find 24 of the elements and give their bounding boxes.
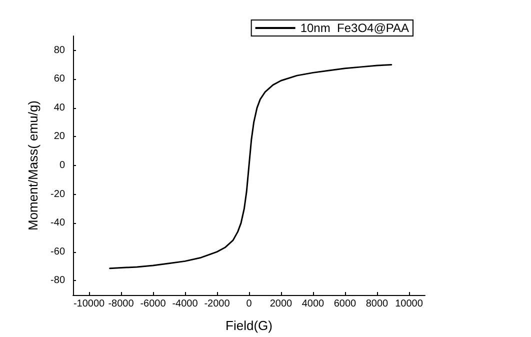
legend-label: 10nm Fe3O4@PAA bbox=[300, 21, 410, 35]
x-tick-label: -2000 bbox=[204, 298, 230, 310]
x-tick-label: -6000 bbox=[140, 298, 166, 310]
y-tick-label: 80 bbox=[54, 44, 66, 56]
x-tick-label: 8000 bbox=[366, 298, 389, 310]
y-tick-label: 60 bbox=[54, 74, 66, 85]
y-tick-label: 40 bbox=[54, 102, 66, 114]
x-tick-label: 2000 bbox=[270, 298, 293, 310]
x-tick-label: 0 bbox=[246, 298, 252, 310]
y-tick-label: -40 bbox=[50, 218, 66, 229]
x-axis-title: Field(G) bbox=[226, 318, 272, 333]
y-axis-title: Moment/Mass( emu/g) bbox=[26, 100, 41, 231]
x-tick-label: 10000 bbox=[395, 298, 424, 310]
x-tick-label: 4000 bbox=[302, 298, 325, 310]
line-series bbox=[109, 64, 392, 270]
y-tick-label: 20 bbox=[54, 131, 66, 142]
x-tick-label: -10000 bbox=[73, 298, 106, 310]
y-tick-label: -80 bbox=[50, 275, 66, 286]
y-tick-label: 0 bbox=[59, 160, 66, 171]
y-tick-label: -60 bbox=[50, 246, 66, 258]
x-tick-label: -4000 bbox=[172, 298, 198, 310]
x-tick-label: -8000 bbox=[108, 298, 134, 310]
x-tick-label: 6000 bbox=[334, 298, 357, 310]
y-tick-label: -20 bbox=[50, 188, 66, 200]
